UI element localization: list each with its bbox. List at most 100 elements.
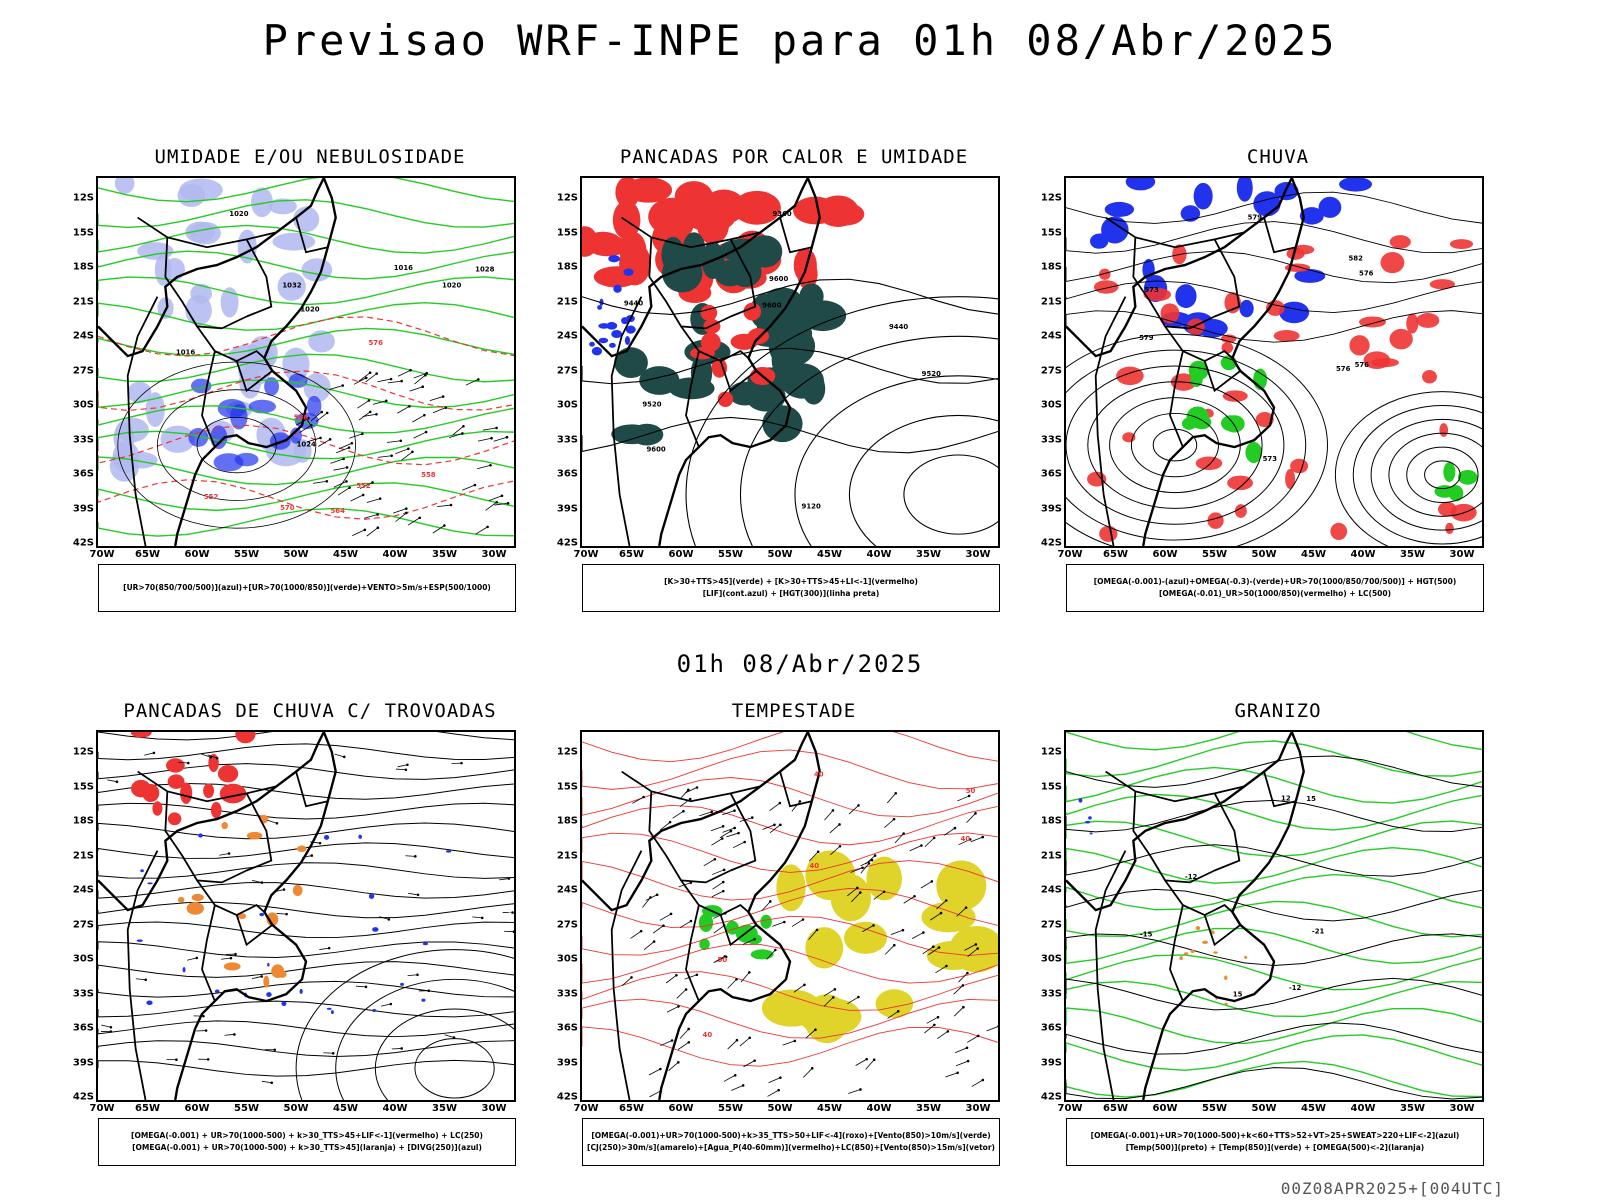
map-area: -12 -15 -21 -12 15 15 12 [1064,730,1484,1102]
wind-vector-head [424,430,428,434]
wind-vector [668,1062,679,1072]
contour-label: 15 [1233,990,1243,998]
contour-line [98,353,514,383]
geography [98,732,337,1100]
wind-vector [485,501,497,511]
country-border [1169,350,1184,448]
shaded-region [250,187,273,218]
contour-line [739,335,998,546]
lat-tick-label: 30S [1040,399,1062,411]
shaded-region [147,882,153,885]
wind-vector [710,825,724,832]
shaded-region [1429,279,1456,290]
shaded-region [1236,178,1253,202]
shaded-region [152,801,163,816]
contour-line [98,327,514,357]
wind-vector [407,974,418,977]
contour-line [582,416,998,454]
shaded-region [597,305,603,310]
lat-tick-label: 39S [556,503,578,514]
lat-tick-label: 42S [72,1091,94,1103]
shaded-region [661,236,685,273]
contour-line [1066,820,1482,858]
wind-vector [659,821,671,831]
wind-vector-head [227,852,231,855]
lat-tick-label: 21S [1040,296,1062,307]
wind-vector [405,855,416,857]
wind-vector [452,425,464,436]
panel-title: TEMPESTADE [731,700,857,722]
wind-vector-head [209,755,212,759]
shaded-region [177,896,185,903]
shaded-region [1299,207,1324,225]
wind-vector-head [689,919,693,923]
wind-vector [809,851,819,862]
shaded-region [1116,366,1144,386]
contour-line [1066,1067,1482,1100]
wind-vector [107,779,118,783]
latitude-axis: 12S 15S 18S 21S 24S 27S 30S 33S 36S 39S 42S [1028,176,1062,549]
wind-vector-head [347,446,351,449]
coastline [98,732,325,912]
wind-vector-head [390,454,393,458]
wind-vector-head [649,896,652,899]
wind-vector-head [810,1067,814,1070]
wind-vector-head [737,831,740,835]
wind-vector-head [109,1030,113,1033]
contour-line [1066,280,1482,313]
contour-line [98,199,514,229]
legend-line: [OMEGA(-0.01)_UR>50(1000/850)(vermelho) … [1158,589,1392,598]
wind-vector [666,1006,679,1013]
wind-vector-head [801,918,805,921]
lat-tick-label: 39S [556,1057,578,1068]
country-border [1213,792,1241,872]
shaded-region [764,287,801,309]
contour-line [848,414,998,546]
wind-vector-head [936,1015,940,1019]
shaded-region [296,845,307,853]
wind-vector [412,414,425,423]
contour-label: 576 [1336,365,1351,373]
wind-vector-head [350,441,354,445]
wind-vector [930,912,942,921]
wind-vector [299,424,312,433]
shaded-region [582,226,598,257]
shaded-region [1197,319,1228,338]
lon-tick-label: 40W [866,549,892,560]
shaded-region [1190,949,1195,953]
shaded-region [1192,415,1212,430]
shaded-region [608,255,620,263]
wind-vector [731,1085,744,1091]
shaded-region [1294,269,1326,283]
wind-vector-head [670,1039,674,1042]
lon-tick-label: 30W [965,549,991,560]
contour-label: 1016 [394,264,413,272]
lon-tick-label: 35W [432,1103,457,1114]
wind-vector-head [260,881,264,884]
contour-line [582,832,998,873]
map-area: 40 40 50 40 40 50 [580,730,1000,1102]
wind-vector-head [937,946,941,949]
contour-label: 1032 [282,281,301,289]
lon-tick-label: 60W [184,1103,210,1114]
contour-label: 1020 [229,210,248,218]
shaded-region [717,391,734,407]
wind-vector-head [425,371,429,375]
contour-label: 9600 [646,446,665,454]
wind-vector-head [639,929,643,933]
wind-vector-head [721,880,725,884]
panel-title: CHUVA [1246,146,1310,168]
wind-vector-head [913,894,916,898]
wind-vector [352,529,366,536]
lon-tick-label: 45W [1301,549,1326,560]
shaded-region [761,989,822,1027]
wind-vector-head [774,948,777,952]
coastline [1142,732,1305,1100]
wind-vector [379,916,389,920]
contour-line [98,901,514,919]
wind-vector [393,508,407,514]
contour-label: 576 [1359,269,1374,277]
lat-tick-label: 15S [72,227,94,238]
wind-vector-head [495,426,498,430]
shaded-region [718,238,769,263]
